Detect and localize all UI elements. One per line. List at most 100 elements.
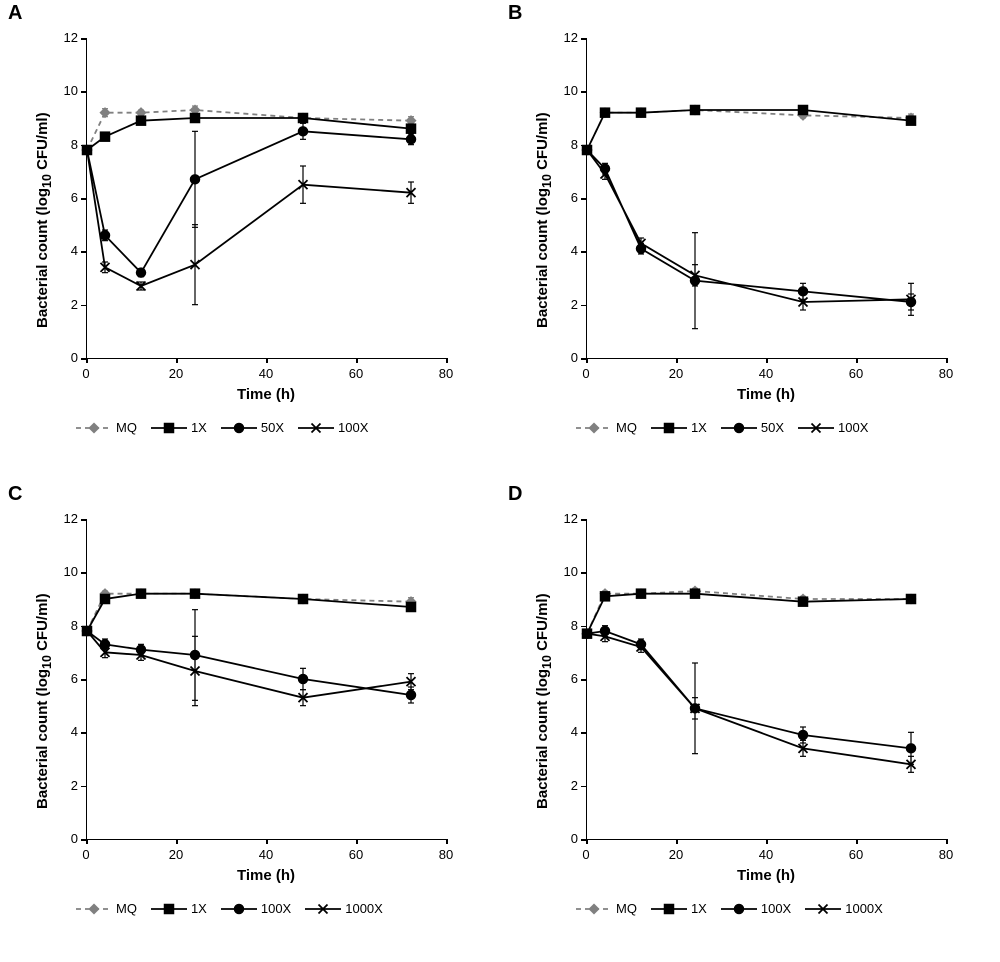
- series-line-MQ: [87, 110, 411, 150]
- legend-label: 1X: [691, 420, 707, 435]
- legend-label: 1000X: [345, 901, 383, 916]
- legend-label: MQ: [116, 901, 137, 916]
- legend-label: MQ: [616, 420, 637, 435]
- legend-swatch-icon: [151, 421, 187, 435]
- legend-swatch-icon: [221, 902, 257, 916]
- xtick-label: 20: [664, 366, 688, 381]
- ytick-label: 8: [56, 618, 78, 633]
- y-axis-label: Bacterial count (log10 CFU/ml): [34, 112, 54, 328]
- legend-item-1000X: 1000X: [805, 901, 883, 916]
- chart-svg-D: [587, 519, 947, 839]
- ytick-label: 4: [556, 724, 578, 739]
- series-line-1X: [587, 594, 911, 634]
- xtick-label: 80: [434, 847, 458, 862]
- xtick-label: 20: [164, 847, 188, 862]
- plot-area-C: [86, 519, 447, 840]
- ytick-label: 4: [56, 243, 78, 258]
- legend-item-100X: 100X: [221, 901, 291, 916]
- legend-swatch-icon: [221, 421, 257, 435]
- legend-label: 100X: [761, 901, 791, 916]
- legend-item-MQ: MQ: [576, 420, 637, 435]
- ytick-label: 10: [56, 564, 78, 579]
- ytick-label: 10: [56, 83, 78, 98]
- legend-item-1X: 1X: [651, 901, 707, 916]
- ytick-label: 2: [56, 778, 78, 793]
- panel-label-A: A: [8, 2, 22, 25]
- x-axis-label: Time (h): [86, 386, 446, 403]
- legend-item-100X: 100X: [798, 420, 868, 435]
- xtick-label: 40: [254, 366, 278, 381]
- chart-svg-A: [87, 38, 447, 358]
- legend-item-MQ: MQ: [76, 420, 137, 435]
- xtick-label: 60: [844, 847, 868, 862]
- xtick-label: 40: [254, 847, 278, 862]
- legend-label: 1X: [191, 901, 207, 916]
- ytick-label: 8: [556, 137, 578, 152]
- series-line-100X: [587, 631, 911, 748]
- xtick-label: 60: [844, 366, 868, 381]
- xtick-label: 60: [344, 847, 368, 862]
- series-line-100X: [87, 631, 411, 695]
- legend-swatch-icon: [576, 902, 612, 916]
- panel-label-C: C: [8, 483, 22, 506]
- xtick-label: 0: [74, 366, 98, 381]
- legend-label: 1000X: [845, 901, 883, 916]
- legend-swatch-icon: [151, 902, 187, 916]
- legend-label: MQ: [616, 901, 637, 916]
- legend-swatch-icon: [76, 421, 112, 435]
- xtick-label: 80: [434, 366, 458, 381]
- legend-B: MQ 1X 50X 100X: [576, 420, 868, 435]
- legend-swatch-icon: [721, 902, 757, 916]
- legend-swatch-icon: [798, 421, 834, 435]
- chart-svg-C: [87, 519, 447, 839]
- y-axis-label: Bacterial count (log10 CFU/ml): [534, 593, 554, 809]
- series-line-1000X: [587, 634, 911, 765]
- legend-label: 50X: [761, 420, 784, 435]
- ytick-label: 10: [556, 564, 578, 579]
- ytick-label: 12: [556, 30, 578, 45]
- panel-label-D: D: [508, 483, 522, 506]
- series-line-100X: [87, 150, 411, 286]
- chart-svg-B: [587, 38, 947, 358]
- ytick-label: 12: [556, 511, 578, 526]
- series-line-100X: [587, 150, 911, 302]
- legend-swatch-icon: [805, 902, 841, 916]
- xtick-label: 0: [74, 847, 98, 862]
- ytick-label: 12: [56, 511, 78, 526]
- ytick-label: 2: [556, 297, 578, 312]
- legend-swatch-icon: [576, 421, 612, 435]
- xtick-label: 0: [574, 366, 598, 381]
- legend-item-MQ: MQ: [576, 901, 637, 916]
- plot-area-A: [86, 38, 447, 359]
- legend-swatch-icon: [721, 421, 757, 435]
- legend-D: MQ 1X 100X 1000X: [576, 901, 883, 916]
- panel-B: B024681012020406080Bacterial count (log1…: [500, 0, 1000, 481]
- ytick-label: 8: [56, 137, 78, 152]
- xtick-label: 0: [574, 847, 598, 862]
- legend-label: 1X: [691, 901, 707, 916]
- legend-item-100X: 100X: [298, 420, 368, 435]
- ytick-label: 0: [556, 350, 578, 365]
- legend-label: MQ: [116, 420, 137, 435]
- ytick-label: 2: [56, 297, 78, 312]
- ytick-label: 4: [56, 724, 78, 739]
- legend-label: 100X: [838, 420, 868, 435]
- xtick-label: 40: [754, 847, 778, 862]
- xtick-label: 20: [664, 847, 688, 862]
- ytick-label: 4: [556, 243, 578, 258]
- ytick-label: 8: [556, 618, 578, 633]
- ytick-label: 2: [556, 778, 578, 793]
- legend-label: 50X: [261, 420, 284, 435]
- ytick-label: 0: [56, 831, 78, 846]
- ytick-label: 6: [556, 190, 578, 205]
- ytick-label: 0: [556, 831, 578, 846]
- legend-item-50X: 50X: [221, 420, 284, 435]
- series-line-1X: [87, 594, 411, 631]
- xtick-label: 80: [934, 366, 958, 381]
- panel-A: A024681012020406080Bacterial count (log1…: [0, 0, 500, 481]
- x-axis-label: Time (h): [586, 867, 946, 884]
- legend-swatch-icon: [651, 421, 687, 435]
- legend-item-MQ: MQ: [76, 901, 137, 916]
- series-line-1X: [587, 110, 911, 150]
- series-line-1X: [87, 118, 411, 150]
